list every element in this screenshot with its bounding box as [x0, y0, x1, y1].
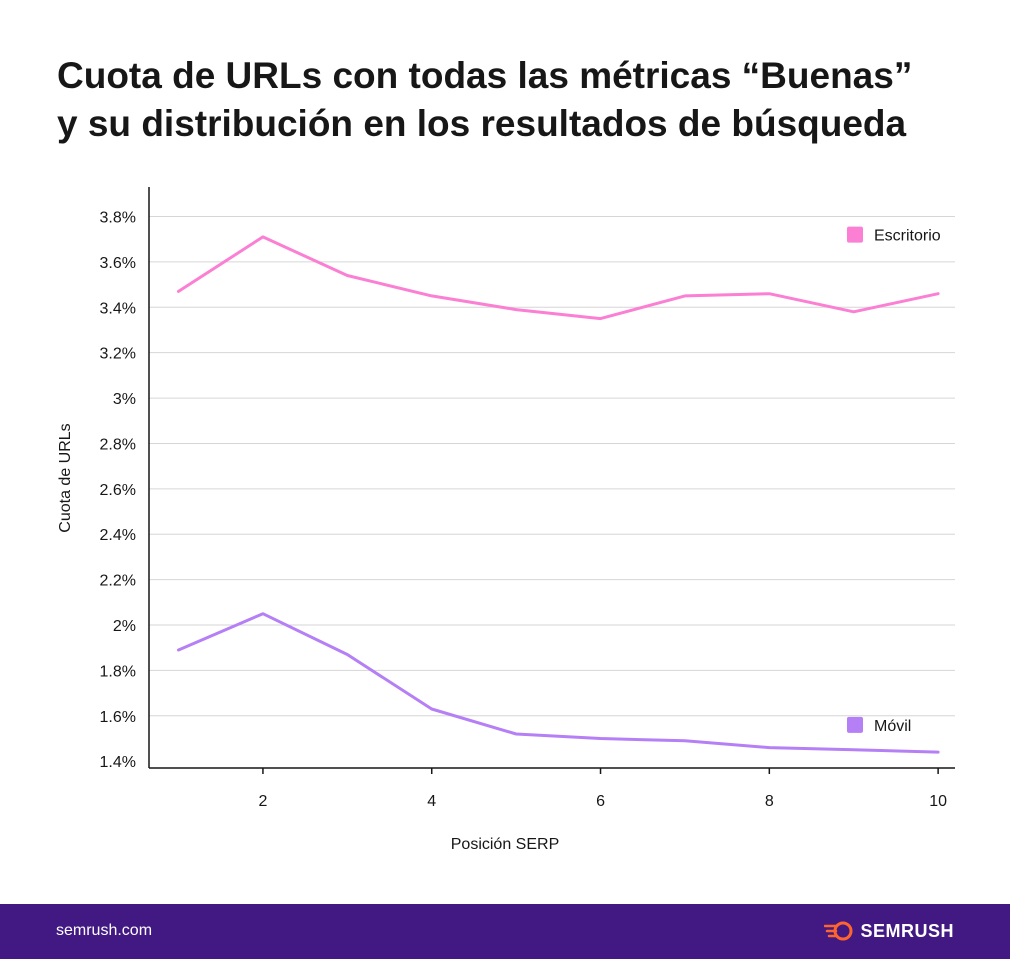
- chart-title-line-2: y su distribución en los resultados de b…: [57, 103, 907, 144]
- y-tick-label: 1.6%: [100, 709, 136, 726]
- legend-swatch: [847, 226, 863, 243]
- y-tick-label: 3.4%: [100, 300, 136, 317]
- footer-site-link[interactable]: semrush.com: [56, 922, 153, 939]
- y-tick-label: 2%: [113, 618, 136, 635]
- legend-label: Móvil: [874, 718, 911, 735]
- y-tick-label: 2.8%: [100, 436, 136, 453]
- y-tick-label: 1.8%: [100, 663, 136, 680]
- x-tick-labels: 2 4 6 8 10: [258, 768, 947, 810]
- y-axis-label: Cuota de URLs: [57, 423, 74, 532]
- semrush-logo: SEMRUSH: [824, 920, 954, 942]
- legend: Escritorio Móvil: [847, 226, 941, 735]
- brand-name: SEMRUSH: [860, 920, 954, 941]
- line-chart: 1.4% 1.6% 1.8% 2% 2.2% 2.4% 2.6% 2.8% 3% 3.2% 3.4%…: [57, 187, 955, 853]
- y-tick-label: 1.4%: [100, 754, 136, 771]
- chart-title: Cuota de URLs con todas las métricas “Bu…: [57, 52, 977, 148]
- x-tick-label: 10: [929, 793, 947, 810]
- y-tick-label: 3%: [113, 391, 136, 408]
- grid-lines: [149, 216, 955, 717]
- y-tick-label: 3.2%: [100, 346, 136, 363]
- y-tick-label: 3.8%: [100, 210, 136, 227]
- x-tick-label: 2: [258, 793, 267, 810]
- x-axis-label: Posición SERP: [451, 836, 560, 853]
- y-tick-labels: 1.4% 1.6% 1.8% 2% 2.2% 2.4% 2.6% 2.8% 3% 3.2% 3.4%…: [100, 210, 136, 772]
- x-tick-label: 4: [427, 793, 436, 810]
- footer-bar: semrush.com SEMRUSH: [0, 904, 1010, 959]
- x-tick-label: 8: [765, 793, 774, 810]
- axes: [148, 187, 955, 769]
- legend-label: Escritorio: [874, 228, 941, 245]
- semrush-flame-icon: [824, 921, 853, 941]
- y-tick-label: 2.2%: [100, 573, 136, 590]
- y-tick-label: 3.6%: [100, 255, 136, 272]
- y-tick-label: 2.4%: [100, 527, 136, 544]
- x-tick-label: 6: [596, 793, 605, 810]
- series-lines: [177, 235, 940, 754]
- series-line-escritorio: [177, 235, 940, 321]
- legend-swatch: [847, 716, 863, 733]
- chart-title-line-1: Cuota de URLs con todas las métricas “Bu…: [57, 55, 913, 96]
- series-line-movil: [177, 612, 940, 754]
- y-tick-label: 2.6%: [100, 482, 136, 499]
